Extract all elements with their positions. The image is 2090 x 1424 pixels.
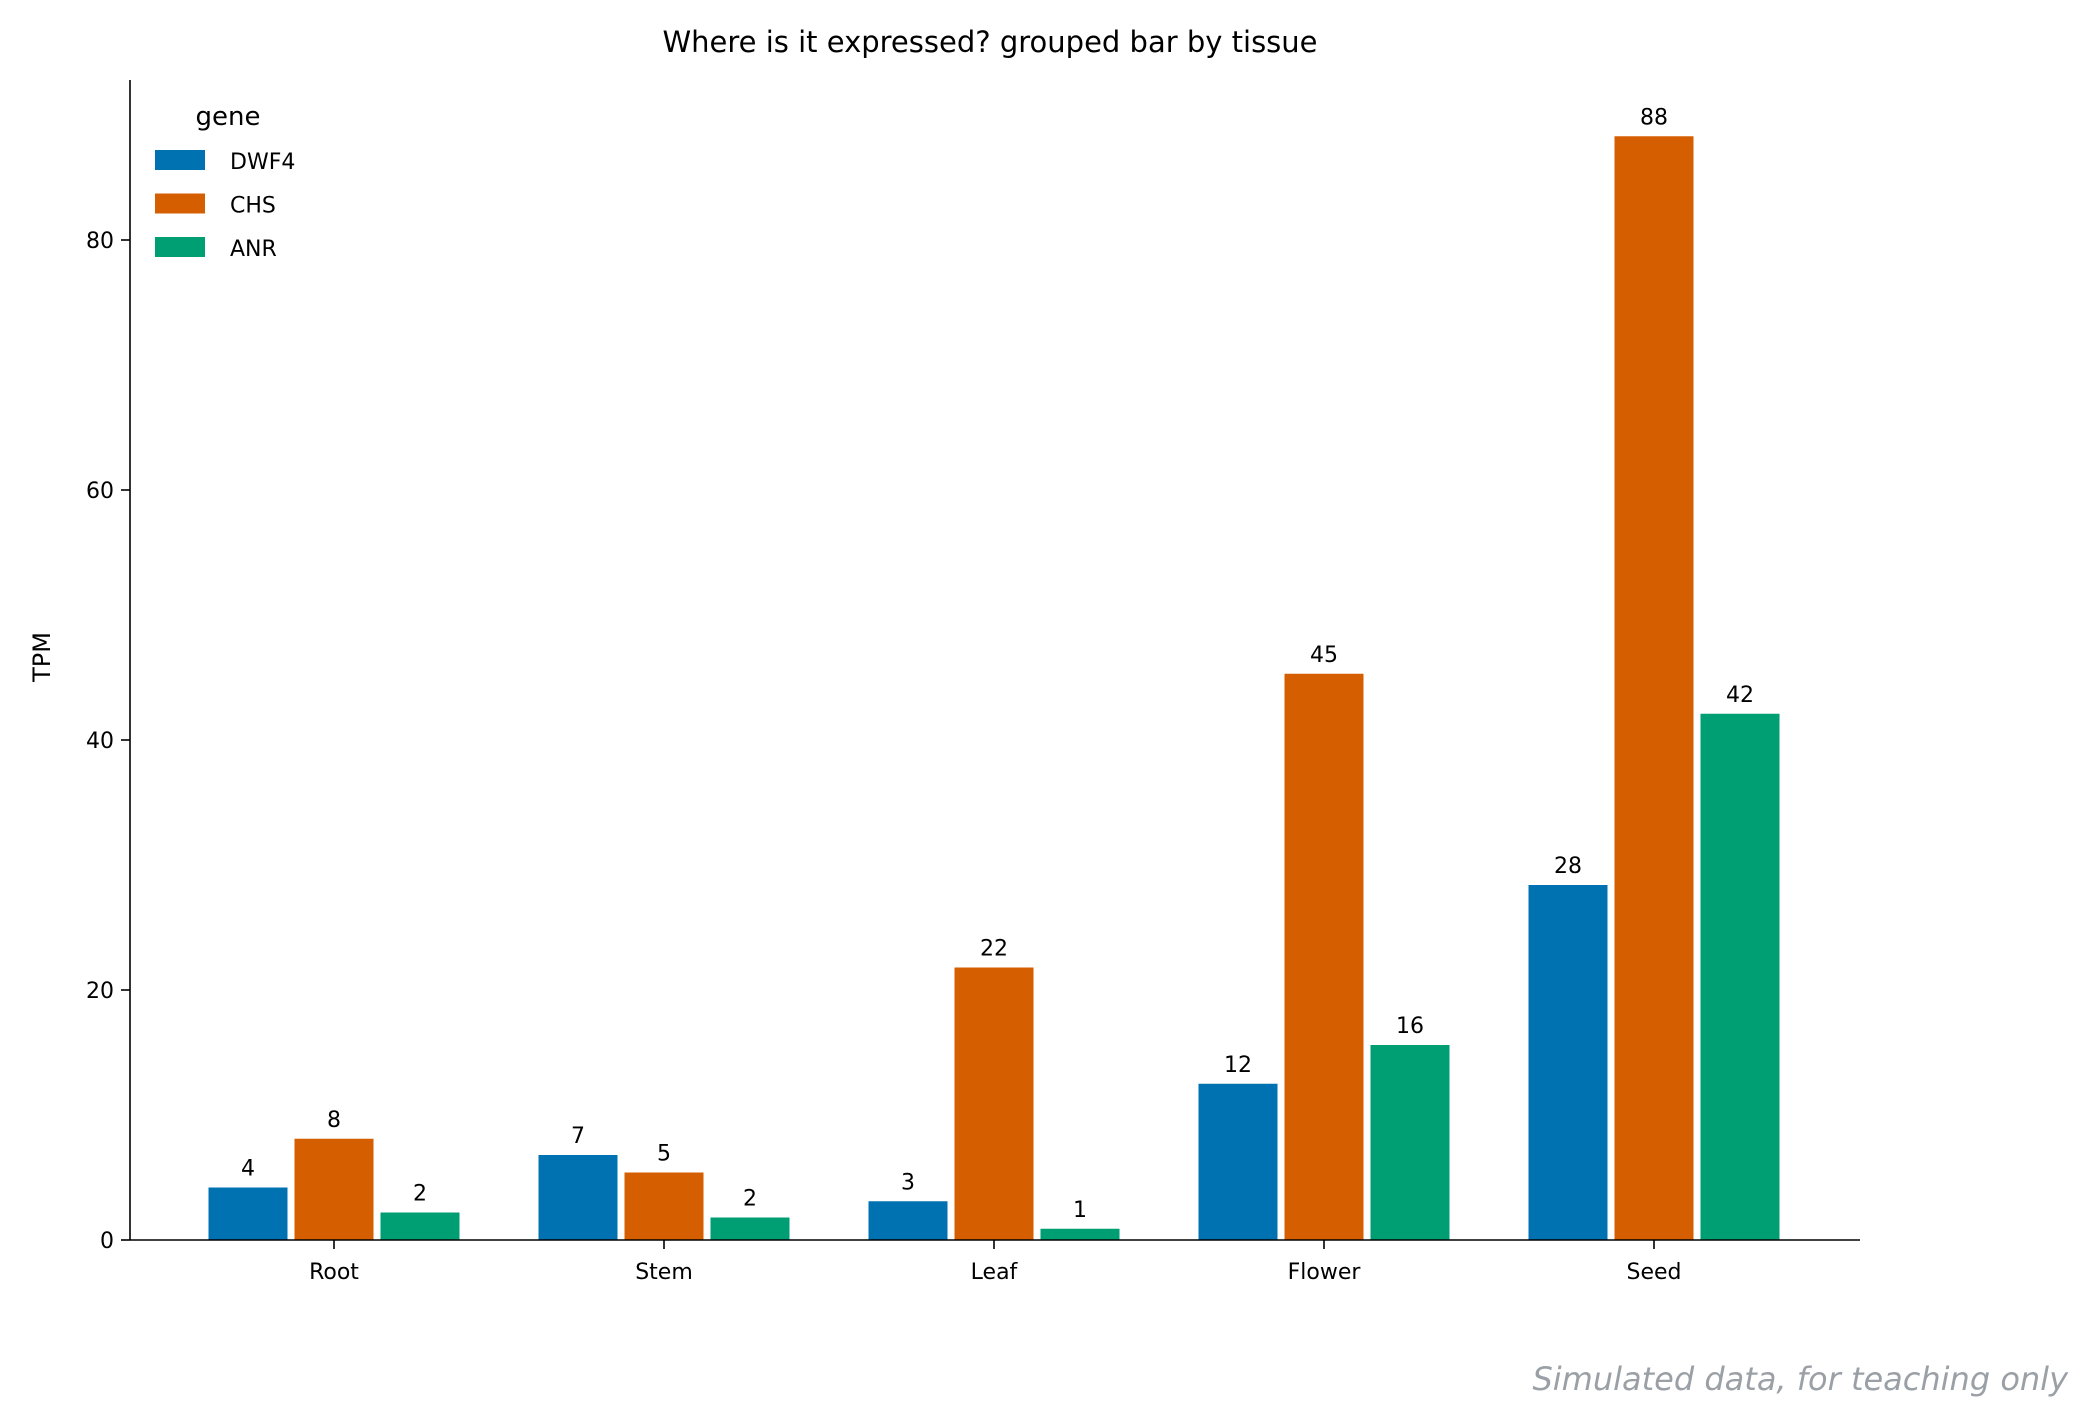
bar-label-dwf4-seed: 28 — [1554, 854, 1582, 879]
y-axis-label: TPM — [28, 632, 56, 683]
axes-layer: Root Stem Leaf Flower Seed 0 20 40 60 80 — [86, 80, 1860, 1285]
bar-label-dwf4-leaf: 3 — [901, 1170, 915, 1195]
bar-chs-stem — [624, 1172, 704, 1240]
bar-anr-root — [380, 1212, 460, 1240]
legend-swatch-dwf4 — [155, 150, 205, 170]
bar-label-chs-root: 8 — [327, 1108, 341, 1133]
bar-anr-stem — [710, 1217, 790, 1240]
bar-label-chs-stem: 5 — [657, 1142, 671, 1167]
bar-chs-root — [294, 1138, 374, 1240]
bar-label-anr-leaf: 1 — [1073, 1198, 1087, 1223]
legend-swatch-chs — [155, 193, 205, 214]
x-tick-label-root: Root — [309, 1260, 359, 1285]
legend: gene DWF4 CHS ANR — [155, 102, 295, 262]
legend-label-chs: CHS — [230, 194, 276, 219]
bar-chs-seed — [1614, 136, 1694, 1240]
bar-dwf4-flower — [1198, 1083, 1278, 1240]
legend-label-anr: ANR — [230, 237, 277, 262]
y-tick-label-60: 60 — [86, 479, 114, 504]
bar-chs-leaf — [954, 967, 1034, 1240]
y-tick-label-40: 40 — [86, 729, 114, 754]
bar-label-anr-root: 2 — [413, 1182, 427, 1207]
bar-dwf4-seed — [1528, 885, 1608, 1240]
bar-anr-flower — [1370, 1045, 1450, 1240]
bar-label-chs-flower: 45 — [1310, 643, 1338, 668]
bar-label-dwf4-stem: 7 — [571, 1124, 585, 1149]
chart-title: Where is it expressed? grouped bar by ti… — [662, 25, 1317, 59]
bar-dwf4-root — [208, 1187, 288, 1240]
legend-swatch-anr — [155, 237, 205, 257]
bar-label-dwf4-flower: 12 — [1224, 1053, 1252, 1078]
x-tick-label-seed: Seed — [1627, 1260, 1682, 1285]
x-tick-label-stem: Stem — [635, 1260, 693, 1285]
x-tick-label-flower: Flower — [1288, 1260, 1362, 1285]
y-tick-label-0: 0 — [100, 1229, 114, 1254]
bar-label-anr-stem: 2 — [743, 1187, 757, 1212]
bars-layer — [208, 136, 1780, 1240]
x-tick-label-leaf: Leaf — [971, 1260, 1019, 1285]
legend-title: gene — [196, 102, 261, 132]
bar-label-anr-flower: 16 — [1396, 1014, 1424, 1039]
bar-labels-layer: 4 8 2 7 5 2 3 22 1 12 45 16 28 88 42 — [241, 105, 1754, 1223]
bar-anr-seed — [1700, 713, 1780, 1240]
y-tick-label-20: 20 — [86, 979, 114, 1004]
legend-label-dwf4: DWF4 — [230, 150, 295, 175]
bar-label-dwf4-root: 4 — [241, 1157, 255, 1182]
bar-dwf4-stem — [538, 1155, 618, 1240]
bar-label-chs-seed: 88 — [1640, 105, 1668, 130]
bar-anr-leaf — [1040, 1228, 1120, 1240]
bar-label-anr-seed: 42 — [1726, 683, 1754, 708]
bar-chs-flower — [1284, 673, 1364, 1240]
footer-note: Simulated data, for teaching only — [1532, 1360, 2069, 1398]
bar-label-chs-leaf: 22 — [980, 937, 1008, 962]
y-tick-label-80: 80 — [86, 229, 114, 254]
bar-dwf4-leaf — [868, 1201, 948, 1240]
